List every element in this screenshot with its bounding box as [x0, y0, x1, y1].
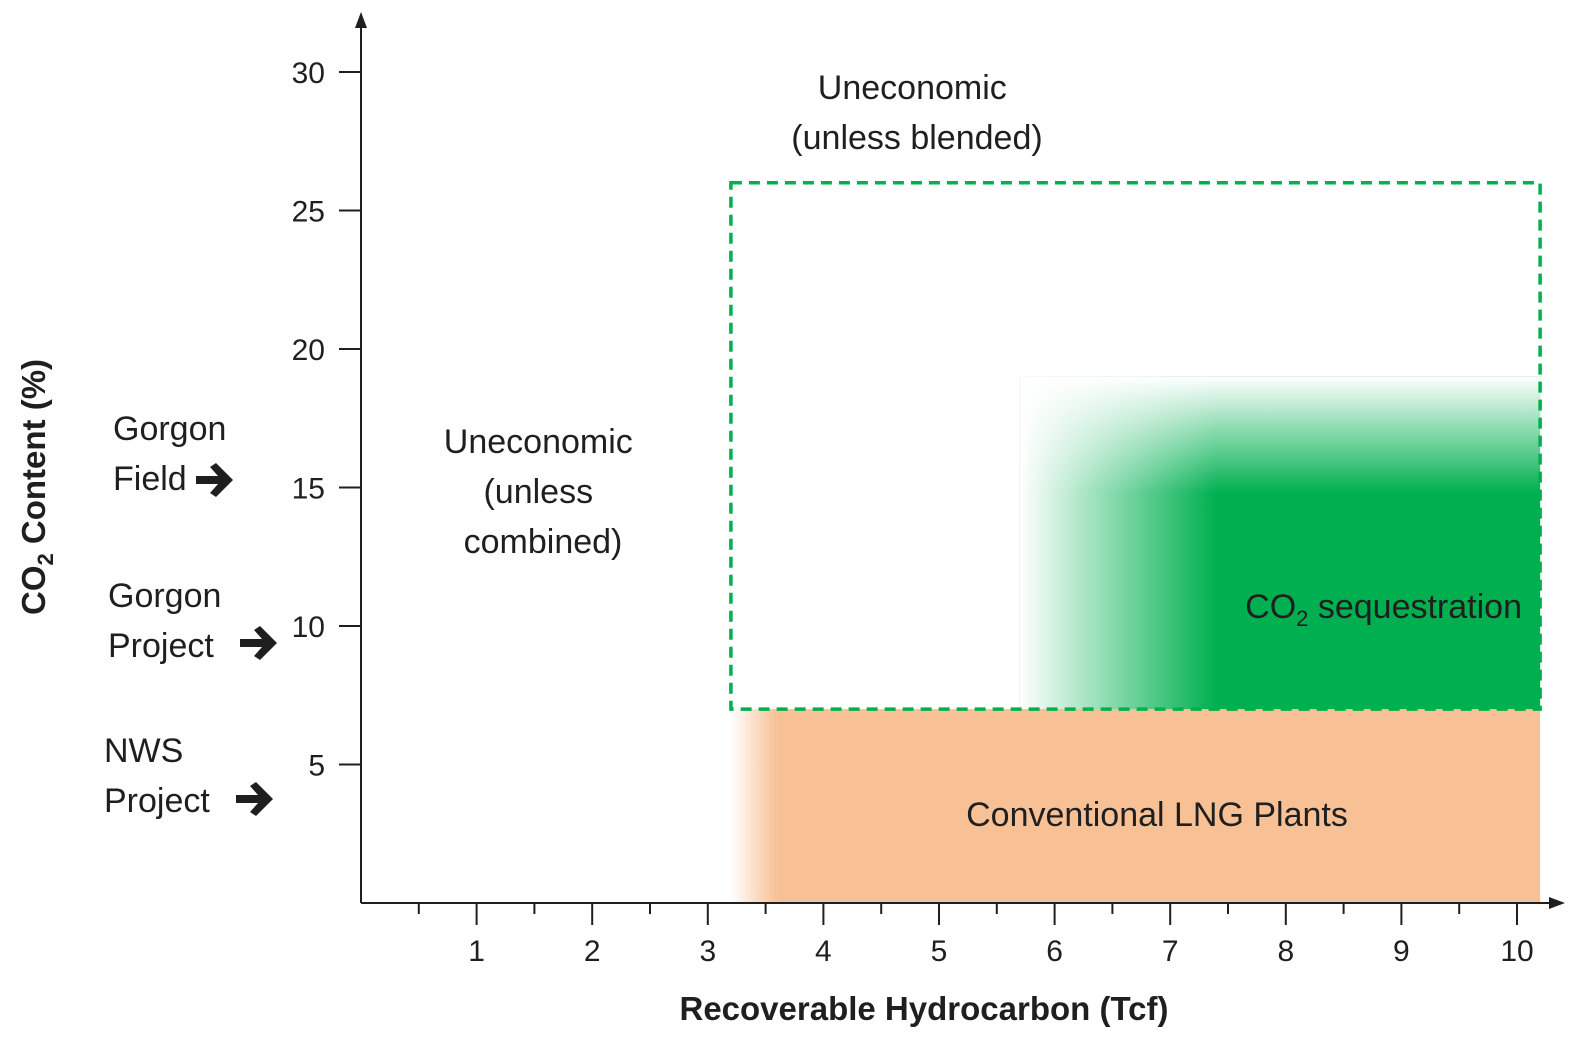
- seq-label-sub: 2: [1296, 606, 1308, 631]
- gorgon-field-line-2: Field: [113, 460, 187, 498]
- y-axis-title: CO2 Content (%): [15, 359, 58, 615]
- x-tick-label: 3: [699, 935, 716, 968]
- nws-project-line-2: Project: [104, 782, 210, 820]
- y-tick-label: 5: [308, 750, 325, 783]
- sequestration-region-label: CO2 sequestration: [1245, 588, 1522, 631]
- gorgon-field-marker: Gorgon Field: [113, 410, 236, 498]
- regions: [729, 181, 1542, 903]
- gorgon-project-line-2: Project: [108, 627, 214, 665]
- x-tick-label: 5: [931, 935, 948, 968]
- right-arrow-icon: [240, 626, 277, 660]
- y-title-suffix: Content (%): [15, 359, 52, 553]
- uneconomic-combined-line-1: Uneconomic: [444, 423, 633, 461]
- blend-box-dashed: [729, 181, 1542, 711]
- x-axis-title: Recoverable Hydrocarbon (Tcf): [679, 990, 1168, 1027]
- sequestration-fade-top: [1019, 376, 1541, 494]
- x-tick-label: 1: [468, 935, 485, 968]
- x-tick-label: 10: [1500, 935, 1533, 968]
- y-title-prefix: CO: [15, 566, 52, 616]
- y-ticks: 5 10 15 20 25 30: [292, 57, 361, 783]
- y-title-sub: 2: [33, 553, 58, 565]
- nws-project-label: NWS Project: [104, 732, 210, 820]
- lng-region-label: Conventional LNG Plants: [966, 796, 1348, 834]
- gorgon-field-label: Gorgon Field: [113, 410, 236, 498]
- nws-project-marker: NWS Project: [104, 732, 273, 820]
- gorgon-project-line-1: Gorgon: [108, 577, 221, 615]
- uneconomic-blended-line-2: (unless blended): [791, 119, 1042, 157]
- lng-region: [777, 709, 1541, 903]
- x-tick-label: 7: [1162, 935, 1179, 968]
- x-ticks: 1 2 3 4 5 6 7 8 9 10: [468, 903, 1534, 968]
- uneconomic-blended-line-1: Uneconomic: [818, 69, 1007, 107]
- x-tick-label: 9: [1393, 935, 1410, 968]
- uneconomic-combined-line-2: (unless: [483, 473, 593, 511]
- x-tick-label: 2: [584, 935, 601, 968]
- y-axis-arrowhead: [355, 12, 367, 28]
- y-tick-label: 30: [292, 57, 325, 90]
- seq-label-suffix: sequestration: [1308, 588, 1522, 626]
- right-arrow-icon: [236, 782, 273, 816]
- y-tick-label: 15: [292, 473, 325, 506]
- x-minor-ticks: [417, 903, 1461, 914]
- x-tick-label: 6: [1046, 935, 1063, 968]
- seq-label-prefix: CO: [1245, 588, 1296, 626]
- gorgon-project-marker: Gorgon Project: [108, 577, 277, 665]
- x-tick-label: 4: [815, 935, 832, 968]
- gorgon-project-label: Gorgon Project: [108, 577, 231, 665]
- y-tick-label: 10: [292, 611, 325, 644]
- axes: 1 2 3 4 5 6 7 8 9 10 5 10 15 20 25 30: [292, 12, 1565, 968]
- y-tick-label: 25: [292, 196, 325, 229]
- lng-region-fade: [730, 709, 778, 903]
- nws-project-line-1: NWS: [104, 732, 183, 770]
- right-arrow-icon: [196, 463, 233, 497]
- y-tick-label: 20: [292, 334, 325, 367]
- uneconomic-combined-label: Uneconomic (unless combined): [444, 423, 642, 561]
- gorgon-field-line-1: Gorgon: [113, 410, 226, 448]
- uneconomic-blended-label: Uneconomic (unless blended): [791, 69, 1042, 157]
- x-tick-label: 8: [1277, 935, 1294, 968]
- x-axis-arrowhead: [1549, 897, 1565, 909]
- uneconomic-combined-line-3: combined): [464, 523, 623, 561]
